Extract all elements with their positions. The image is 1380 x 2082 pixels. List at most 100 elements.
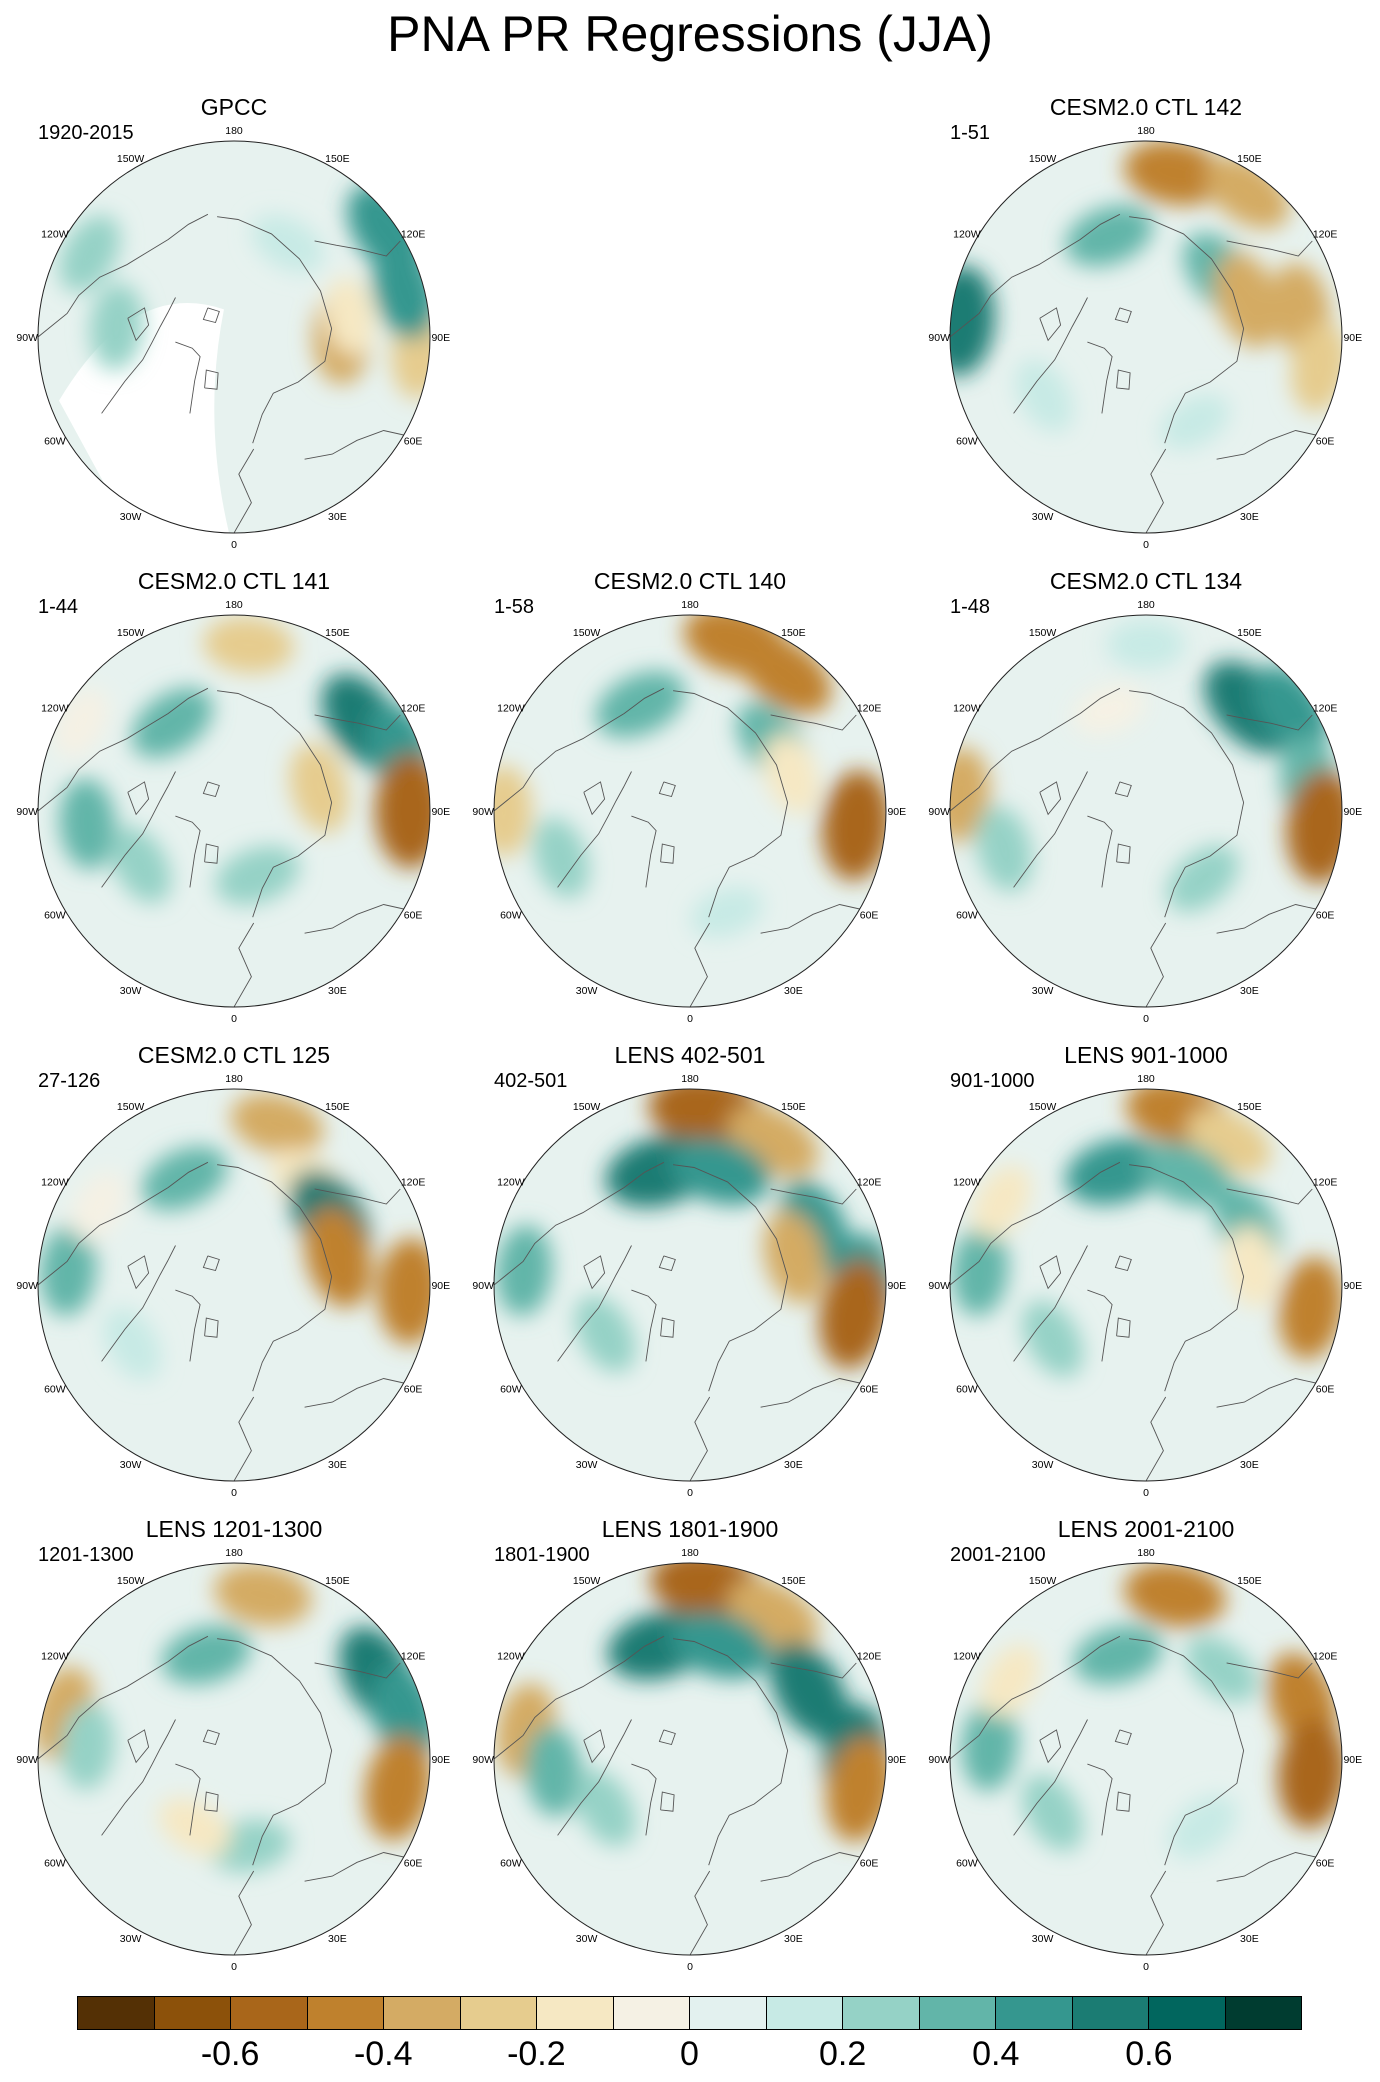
anomaly-blob: [670, 1138, 771, 1205]
anomaly-blob: [1214, 252, 1281, 348]
longitude-label: 120W: [41, 1177, 69, 1189]
coastline: [202, 1729, 220, 1746]
anomaly-blob: [1278, 1257, 1342, 1360]
longitude-label: 180: [681, 1073, 699, 1085]
longitude-label: 150W: [1029, 1575, 1057, 1587]
colorbar-box: [996, 1997, 1073, 2029]
longitude-label: 60W: [44, 435, 66, 447]
longitude-label: 90W: [928, 332, 950, 344]
coastline: [1129, 1164, 1245, 1392]
longitude-label: 150W: [117, 153, 145, 165]
colorbar-tick-label: -0.6: [200, 2035, 260, 2073]
coastline: [950, 213, 1121, 338]
longitude-label: 120E: [1313, 1651, 1338, 1663]
longitude-label: 150W: [1029, 153, 1057, 165]
longitude-label: 120E: [401, 703, 426, 715]
map-panel-lens402: 180 150E 120E 90E 60E 30E 0 30W 60W 90W 120W 150W L…: [470, 1040, 910, 1510]
coastline: [557, 1719, 632, 1836]
longitude-label: 150W: [573, 627, 601, 639]
coastline: [1039, 307, 1062, 342]
colorbar-box: [1072, 1997, 1149, 2029]
longitude-label: 150E: [1237, 1575, 1262, 1587]
coastline: [101, 1719, 176, 1836]
coastline: [660, 1317, 675, 1338]
map-background: [494, 615, 886, 1007]
longitude-label: 150E: [325, 1575, 350, 1587]
coastline: [1039, 781, 1062, 816]
longitude-label: 90E: [1343, 1754, 1362, 1766]
longitude-label: 120E: [401, 229, 426, 241]
coastline: [1114, 781, 1132, 798]
anomaly-blob: [1106, 620, 1186, 669]
coastline: [38, 1635, 209, 1760]
coastline: [1226, 1188, 1313, 1205]
anomaly-blob: [763, 1210, 825, 1304]
panel-period: 1-48: [950, 596, 991, 618]
anomaly-blob: [110, 826, 172, 904]
coastline: [314, 714, 401, 731]
longitude-label: 30E: [784, 1933, 803, 1945]
longitude-label: 30E: [328, 511, 347, 523]
longitude-label: 0: [687, 1487, 693, 1499]
longitude-label: 120E: [1313, 703, 1338, 715]
polar-map: 180 150E 120E 90E 60E 30E 0 30W 60W 90W 120W 150W: [16, 125, 450, 551]
longitude-label: 30E: [1240, 1459, 1259, 1471]
longitude-label: 150W: [117, 627, 145, 639]
longitude-label: 180: [225, 1547, 243, 1559]
longitude-label: 60W: [500, 1857, 522, 1869]
anomaly-blob: [70, 1171, 126, 1242]
coastline: [1226, 714, 1313, 731]
longitude-label: 0: [231, 1487, 237, 1499]
coastline: [233, 448, 255, 533]
coastline: [202, 1255, 220, 1272]
coastline: [233, 1870, 255, 1955]
coastline: [217, 690, 333, 918]
coastline: [1013, 771, 1088, 888]
polar-map: 180 150E 120E 90E 60E 30E 0 30W 60W 90W 120W 150W: [928, 599, 1362, 1025]
coastline: [1116, 843, 1131, 864]
coastline: [1087, 815, 1113, 888]
coastline: [1039, 1255, 1062, 1290]
coastline: [175, 815, 201, 888]
map-background: [38, 1563, 430, 1955]
coastline: [1226, 1662, 1313, 1679]
coastline: [689, 922, 711, 1007]
coastline: [127, 1255, 150, 1290]
longitude-label: 90W: [16, 332, 38, 344]
coastline: [1216, 904, 1316, 934]
longitude-label: 0: [231, 1961, 237, 1973]
anomaly-blob: [289, 743, 349, 833]
longitude-label: 120E: [1313, 229, 1338, 241]
longitude-label: 180: [681, 1547, 699, 1559]
longitude-label: 30W: [1032, 985, 1054, 997]
anomaly-blob: [533, 817, 590, 898]
longitude-label: 60W: [956, 1383, 978, 1395]
longitude-label: 60E: [1316, 435, 1335, 447]
colorbar-box: [613, 1997, 690, 2029]
anomaly-blob: [961, 1699, 1018, 1791]
anomaly-blob: [304, 1206, 372, 1308]
longitude-label: 120E: [857, 703, 882, 715]
longitude-label: 150E: [781, 627, 806, 639]
longitude-label: 60E: [404, 435, 423, 447]
coastline: [127, 307, 150, 342]
map-panel-lens2001: 180 150E 120E 90E 60E 30E 0 30W 60W 90W 120W 150W L…: [926, 1514, 1366, 1984]
anomaly-blob: [525, 1725, 582, 1817]
coastline: [583, 781, 606, 816]
longitude-label: 0: [1143, 1487, 1149, 1499]
colorbar-tick-label: 0.2: [818, 2035, 867, 2073]
coastline: [314, 1188, 401, 1205]
anomaly-blob: [950, 265, 995, 376]
coastline: [770, 1662, 857, 1679]
anomaly-blob: [59, 778, 116, 870]
coastline: [175, 1289, 201, 1362]
coastline: [660, 843, 675, 864]
coastline: [1039, 1729, 1062, 1764]
map-boundary: [949, 1562, 1343, 1956]
colorbar-box: [537, 1997, 614, 2029]
coastline: [202, 307, 220, 324]
coastline: [689, 1396, 711, 1481]
coastline: [770, 714, 857, 731]
coastline: [658, 1255, 676, 1272]
anomaly-blob: [203, 616, 294, 674]
